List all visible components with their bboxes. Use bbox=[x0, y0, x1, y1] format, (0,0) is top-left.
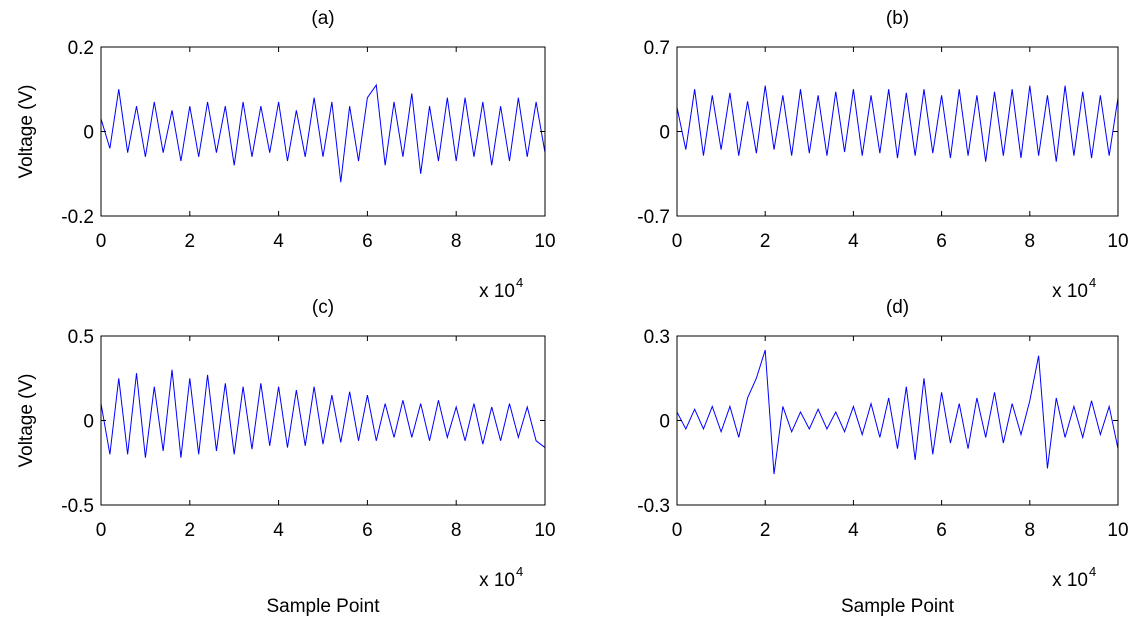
y-tick-label: 0.7 bbox=[644, 38, 670, 59]
chart-title: (a) bbox=[311, 8, 334, 29]
x-tick-label: 10 bbox=[534, 520, 555, 541]
x-tick-label: 0 bbox=[96, 520, 107, 541]
signal-line bbox=[100, 83, 546, 183]
x-tick-label: 4 bbox=[848, 231, 859, 252]
y-tick-label: 0 bbox=[659, 412, 670, 433]
y-tick-label: 0.3 bbox=[644, 327, 670, 348]
x-axis-label: Sample Point bbox=[841, 596, 955, 617]
y-tick-label: 0 bbox=[659, 123, 670, 144]
y-tick-label: 0.2 bbox=[68, 38, 94, 59]
signal-line bbox=[676, 349, 1119, 475]
signal-line bbox=[676, 85, 1119, 162]
x-tick-label: 6 bbox=[936, 231, 947, 252]
x-tick-label: 4 bbox=[273, 231, 284, 252]
x-tick-label: 2 bbox=[760, 231, 771, 252]
x-tick-label: 8 bbox=[1025, 231, 1036, 252]
x-tick-label: 2 bbox=[185, 520, 196, 541]
x-scale-label: x 10 bbox=[479, 281, 515, 302]
x-tick-label: 0 bbox=[672, 231, 683, 252]
x-scale-exponent: 4 bbox=[1089, 564, 1096, 579]
x-scale-label: x 10 bbox=[479, 570, 515, 591]
plot-area bbox=[677, 47, 1118, 216]
chart-title: (b) bbox=[886, 8, 909, 29]
x-scale-exponent: 4 bbox=[516, 564, 523, 579]
x-tick-label: 8 bbox=[1025, 520, 1036, 541]
x-tick-label: 2 bbox=[760, 520, 771, 541]
y-tick-label: 0.5 bbox=[68, 327, 94, 348]
y-tick-label: 0 bbox=[83, 412, 94, 433]
x-tick-label: 10 bbox=[1107, 520, 1128, 541]
signal-line bbox=[100, 369, 546, 458]
x-tick-label: 10 bbox=[1107, 231, 1128, 252]
plot-area bbox=[101, 336, 545, 505]
y-tick-label: -0.5 bbox=[61, 496, 94, 517]
y-tick-label: -0.3 bbox=[637, 496, 670, 517]
y-tick-label: -0.7 bbox=[637, 207, 670, 228]
x-tick-label: 0 bbox=[672, 520, 683, 541]
x-tick-label: 2 bbox=[185, 231, 196, 252]
x-scale-label: x 10 bbox=[1052, 570, 1088, 591]
x-tick-label: 8 bbox=[451, 520, 462, 541]
x-tick-label: 6 bbox=[362, 520, 373, 541]
y-tick-label: -0.2 bbox=[61, 207, 94, 228]
plot-area bbox=[101, 47, 545, 216]
y-axis-label: Voltage (V) bbox=[16, 374, 37, 468]
y-axis-label: Voltage (V) bbox=[16, 85, 37, 179]
x-tick-label: 6 bbox=[936, 520, 947, 541]
x-scale-exponent: 4 bbox=[1089, 275, 1096, 290]
x-tick-label: 4 bbox=[848, 520, 859, 541]
x-scale-exponent: 4 bbox=[516, 275, 523, 290]
plot-area bbox=[677, 336, 1118, 505]
y-tick-label: 0 bbox=[83, 123, 94, 144]
subplot: 0 2 4 6 8 10-0.700.7(b)x 10 4 bbox=[637, 8, 1128, 302]
x-axis-label: Sample Point bbox=[266, 596, 380, 617]
x-tick-label: 6 bbox=[362, 231, 373, 252]
x-tick-label: 4 bbox=[273, 520, 284, 541]
chart-title: (d) bbox=[886, 297, 909, 318]
x-tick-label: 10 bbox=[534, 231, 555, 252]
x-tick-label: 0 bbox=[96, 231, 107, 252]
chart-title: (c) bbox=[312, 297, 334, 318]
x-scale-label: x 10 bbox=[1052, 281, 1088, 302]
x-tick-label: 8 bbox=[451, 231, 462, 252]
